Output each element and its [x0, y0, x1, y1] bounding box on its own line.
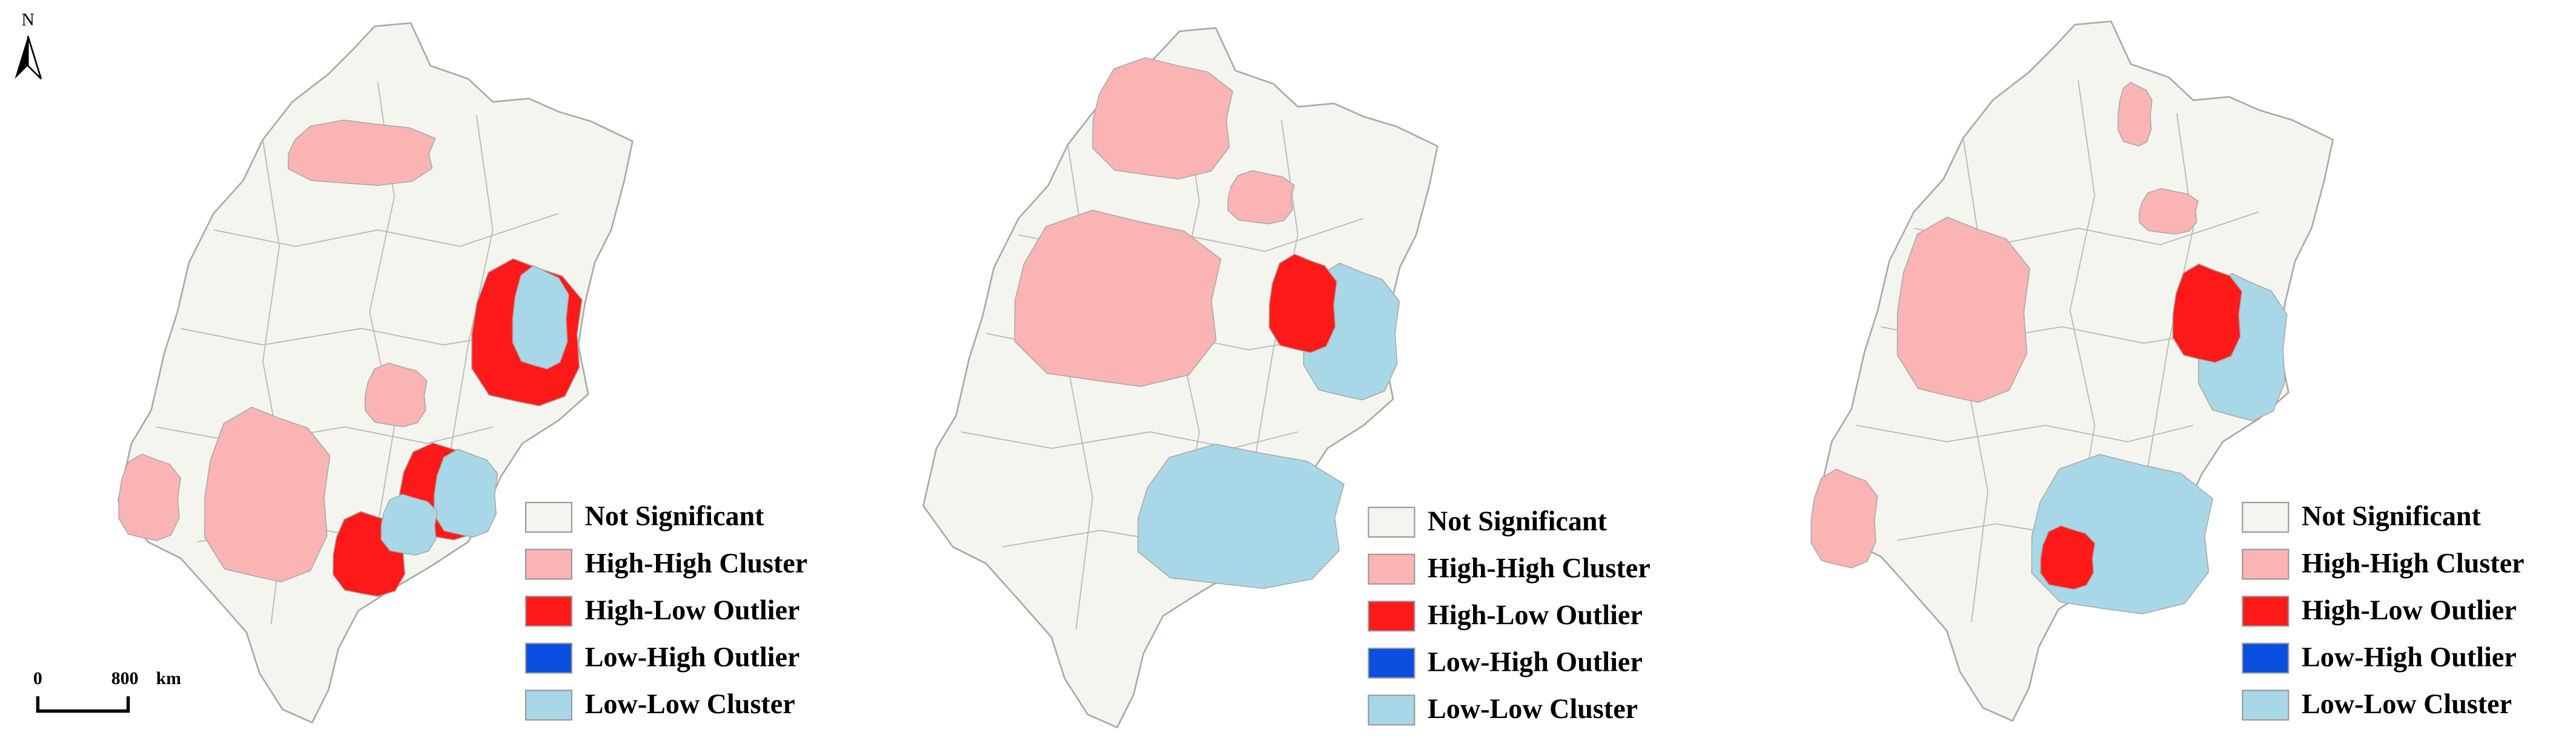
cluster-region [287, 119, 436, 186]
cluster-region [512, 265, 569, 370]
cluster-region [380, 493, 438, 556]
legend-label: Low-High Outlier [585, 641, 800, 672]
cluster-region [2172, 263, 2243, 363]
province [922, 27, 1439, 729]
legend-swatch [2242, 596, 2290, 627]
legend-label: Low-Low Cluster [1428, 693, 1638, 724]
legend-swatch [525, 501, 572, 533]
cluster-region [1014, 209, 1222, 387]
cluster-region [1896, 216, 2030, 403]
scale-line [36, 696, 130, 713]
legend-label: High-High Cluster [2302, 547, 2525, 578]
cluster-region [1092, 57, 1234, 180]
county-boundary [1856, 424, 2194, 443]
map [922, 27, 1439, 729]
cluster-region [1227, 170, 1295, 225]
scale-bar: 0 800 km [33, 668, 182, 713]
legend-label: Low-Low Cluster [585, 688, 795, 719]
legend-swatch [2242, 549, 2290, 580]
legend-swatch [2242, 501, 2290, 533]
legend-swatch [1368, 507, 1415, 538]
legend-swatch [1368, 601, 1415, 632]
legend-swatch [1368, 647, 1415, 679]
legend-swatch [525, 549, 572, 580]
scale-end: 800 [111, 668, 139, 688]
cluster-region [1268, 253, 1337, 354]
legend-label: High-High Cluster [585, 547, 808, 578]
legend-label: High-Low Outlier [2302, 595, 2517, 625]
legend-label: Low-Low Cluster [2302, 688, 2512, 719]
cluster-region [365, 362, 428, 427]
legend-swatch [525, 642, 572, 674]
cluster-region [2139, 188, 2199, 235]
map [1810, 20, 2334, 722]
scale-unit: km [156, 668, 182, 688]
legend-swatch [2242, 642, 2290, 674]
county-boundary [961, 431, 1299, 449]
map [117, 22, 634, 724]
county-boundary [443, 114, 494, 493]
cluster-region [204, 406, 331, 582]
legend-label: Not Significant [2302, 501, 2482, 532]
legend-label: High-Low Outlier [585, 595, 800, 625]
legend-label: High-Low Outlier [1428, 599, 1643, 630]
cluster-region [118, 453, 181, 541]
legend-swatch [2242, 690, 2290, 721]
scale-start: 0 [33, 668, 42, 688]
north-label: N [21, 10, 35, 30]
legend-swatch [525, 596, 572, 627]
legend-label: Not Significant [1428, 506, 1608, 536]
north-arrow-right [27, 36, 42, 80]
cluster-region [1137, 443, 1345, 589]
legend-swatch [525, 690, 572, 721]
legend-label: Low-High Outlier [1428, 647, 1643, 677]
cluster-region [1810, 469, 1878, 568]
legend-swatch [1368, 553, 1415, 585]
legend-label: High-High Cluster [1428, 552, 1651, 583]
north-arrow: N [15, 10, 42, 80]
north-arrow-left [15, 36, 28, 79]
legend-label: Low-High Outlier [2302, 641, 2517, 672]
legend-label: Not Significant [585, 501, 765, 532]
county-boundary [213, 213, 559, 247]
cluster-region [2117, 81, 2153, 147]
province [1818, 20, 2334, 722]
county-boundary [156, 426, 493, 444]
cluster-region [434, 448, 498, 538]
cluster-region [2039, 525, 2096, 590]
legend-swatch [1368, 694, 1415, 726]
